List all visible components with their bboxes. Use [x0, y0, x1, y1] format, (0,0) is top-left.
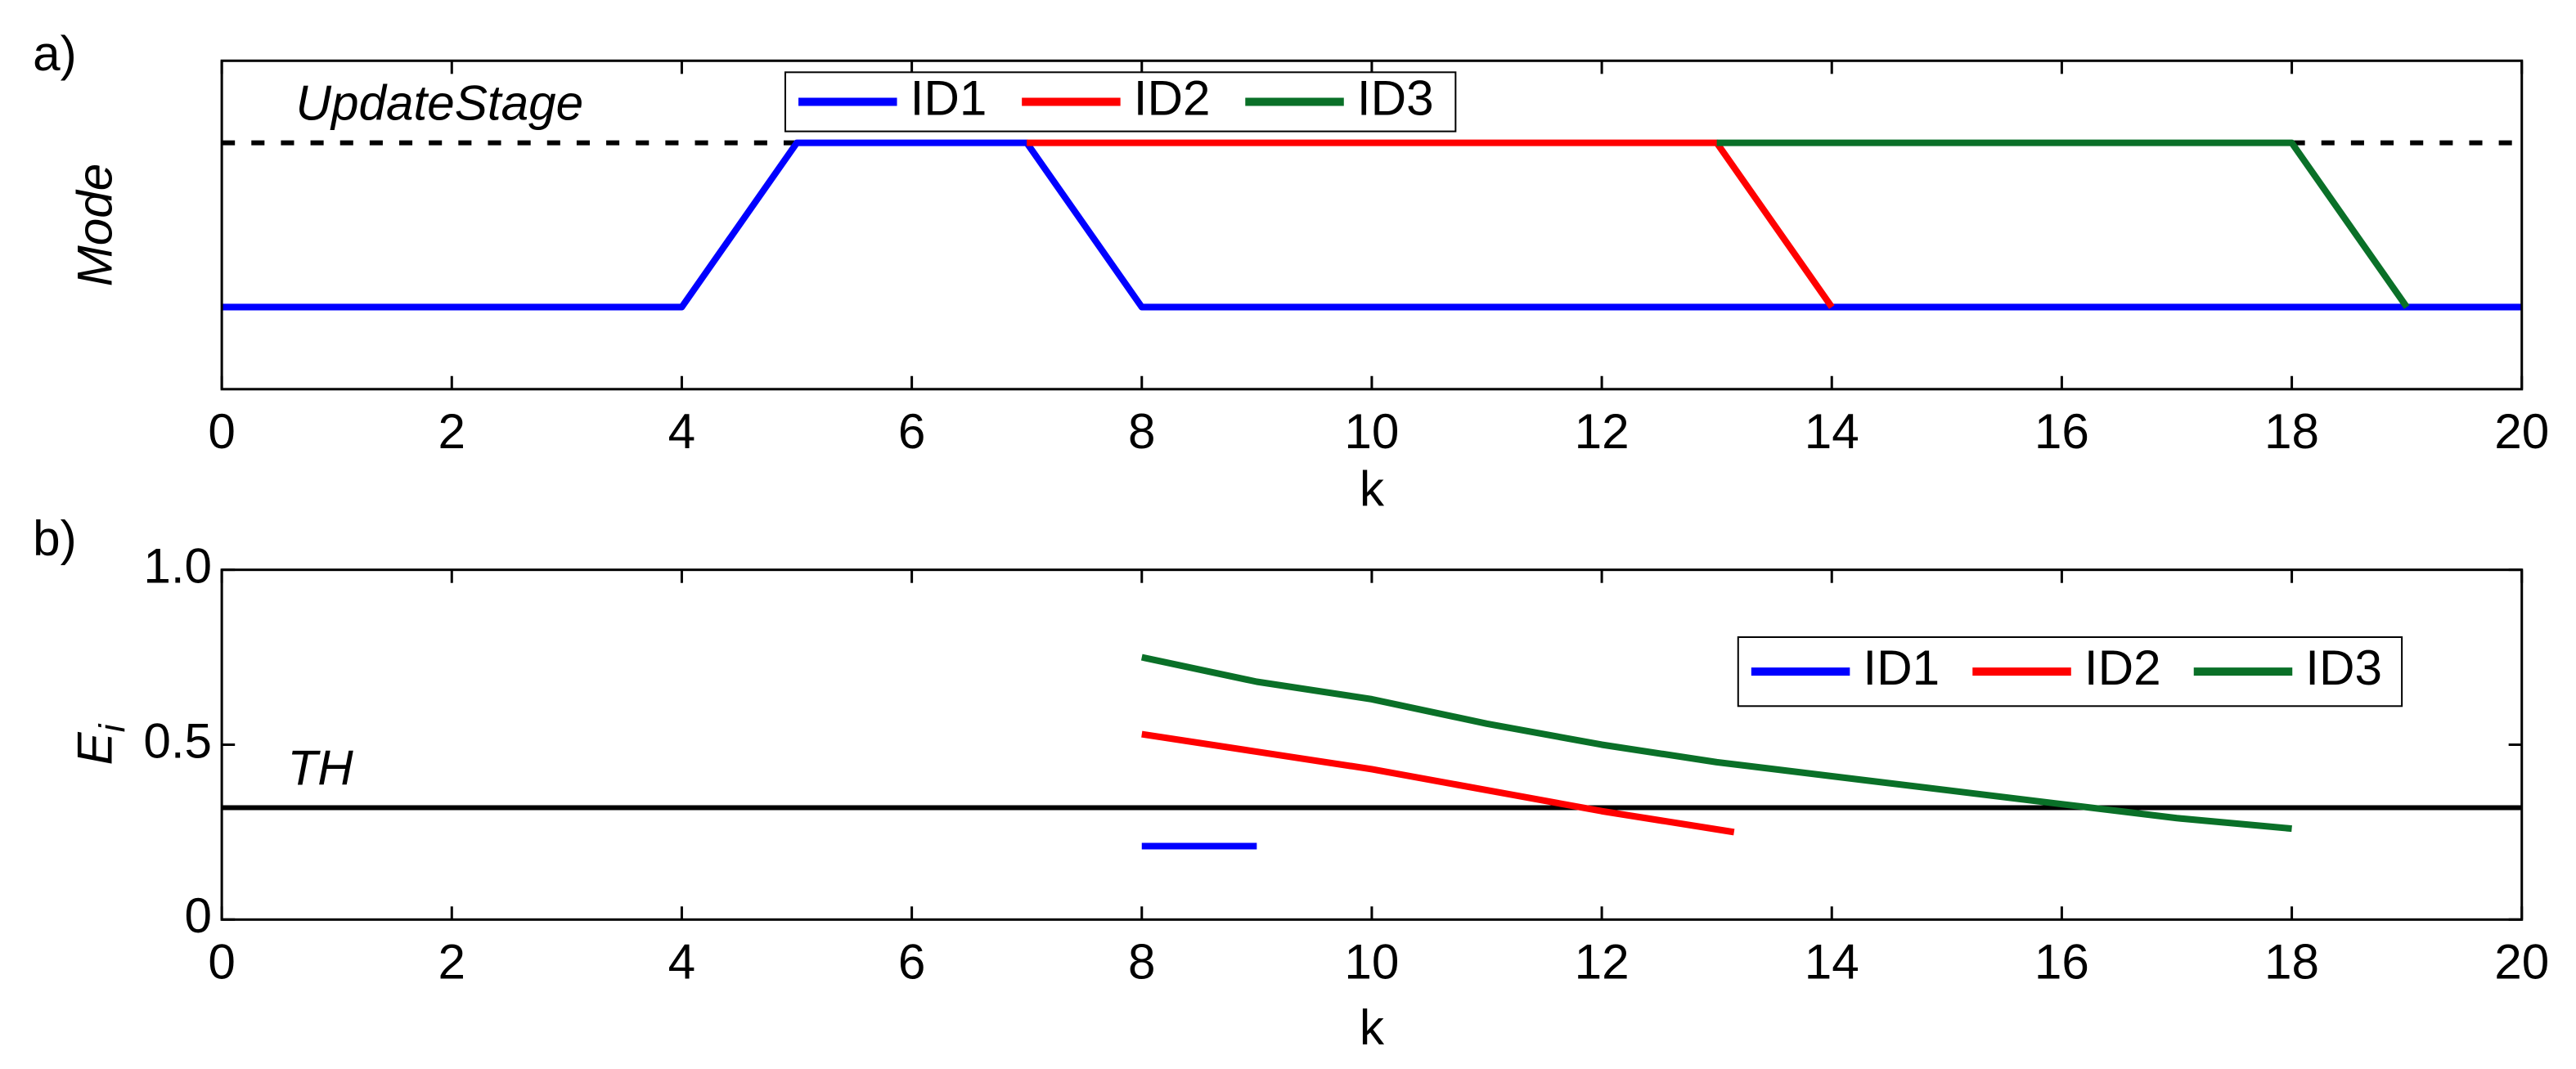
reference-label: TH — [287, 740, 353, 796]
x-tick-label: 0 — [208, 933, 236, 989]
reference-label: UpdateStage — [295, 74, 583, 130]
legend-label: ID2 — [1134, 70, 1211, 125]
x-tick-label: 12 — [1575, 933, 1630, 989]
x-tick-label: 2 — [438, 403, 466, 459]
x-tick-label: 0 — [208, 403, 236, 459]
y-tick-label: 0.5 — [143, 712, 212, 768]
legend-label: ID3 — [2305, 640, 2382, 695]
x-tick-label: 2 — [438, 933, 466, 989]
y-axis-label-sub: i — [92, 723, 133, 732]
y-axis-label-main: E — [66, 731, 122, 765]
x-tick-label: 16 — [2034, 933, 2089, 989]
panel-label: a) — [33, 25, 77, 81]
data-line — [1027, 139, 1835, 309]
x-tick-label: 4 — [668, 403, 696, 459]
legend-label: ID3 — [1357, 70, 1434, 125]
x-tick-label: 4 — [668, 933, 696, 989]
x-tick-label: 8 — [1128, 933, 1156, 989]
x-tick-label: 10 — [1344, 933, 1399, 989]
x-axis-label: k — [1360, 460, 1385, 516]
x-tick-label: 12 — [1575, 403, 1630, 459]
data-line — [1716, 139, 2410, 309]
x-tick-label: 10 — [1344, 403, 1399, 459]
y-axis-label: Mode — [66, 164, 122, 287]
data-line — [1140, 654, 2292, 833]
legend-label: ID1 — [1863, 640, 1940, 695]
x-tick-label: 18 — [2264, 933, 2319, 989]
axes-frame — [220, 568, 2524, 921]
x-tick-label: 6 — [898, 403, 926, 459]
x-tick-label: 8 — [1128, 403, 1156, 459]
legend-label: ID1 — [910, 70, 987, 125]
legend-label: ID2 — [2084, 640, 2161, 695]
x-tick-label: 20 — [2494, 933, 2549, 989]
data-line — [1141, 730, 1735, 836]
y-tick-label: 1.0 — [143, 538, 212, 594]
x-tick-label: 6 — [898, 933, 926, 989]
panel-label: b) — [33, 510, 77, 565]
x-tick-label: 14 — [1805, 403, 1859, 459]
y-axis-label-main: Mode — [66, 164, 122, 287]
data-line — [222, 139, 2522, 311]
x-tick-label: 14 — [1805, 933, 1859, 989]
x-tick-label: 18 — [2264, 403, 2319, 459]
x-tick-label: 16 — [2034, 403, 2089, 459]
x-axis-label: k — [1360, 999, 1385, 1055]
x-tick-label: 20 — [2494, 403, 2549, 459]
y-axis-label: Ei — [66, 723, 133, 765]
y-tick-label: 0 — [185, 887, 213, 943]
